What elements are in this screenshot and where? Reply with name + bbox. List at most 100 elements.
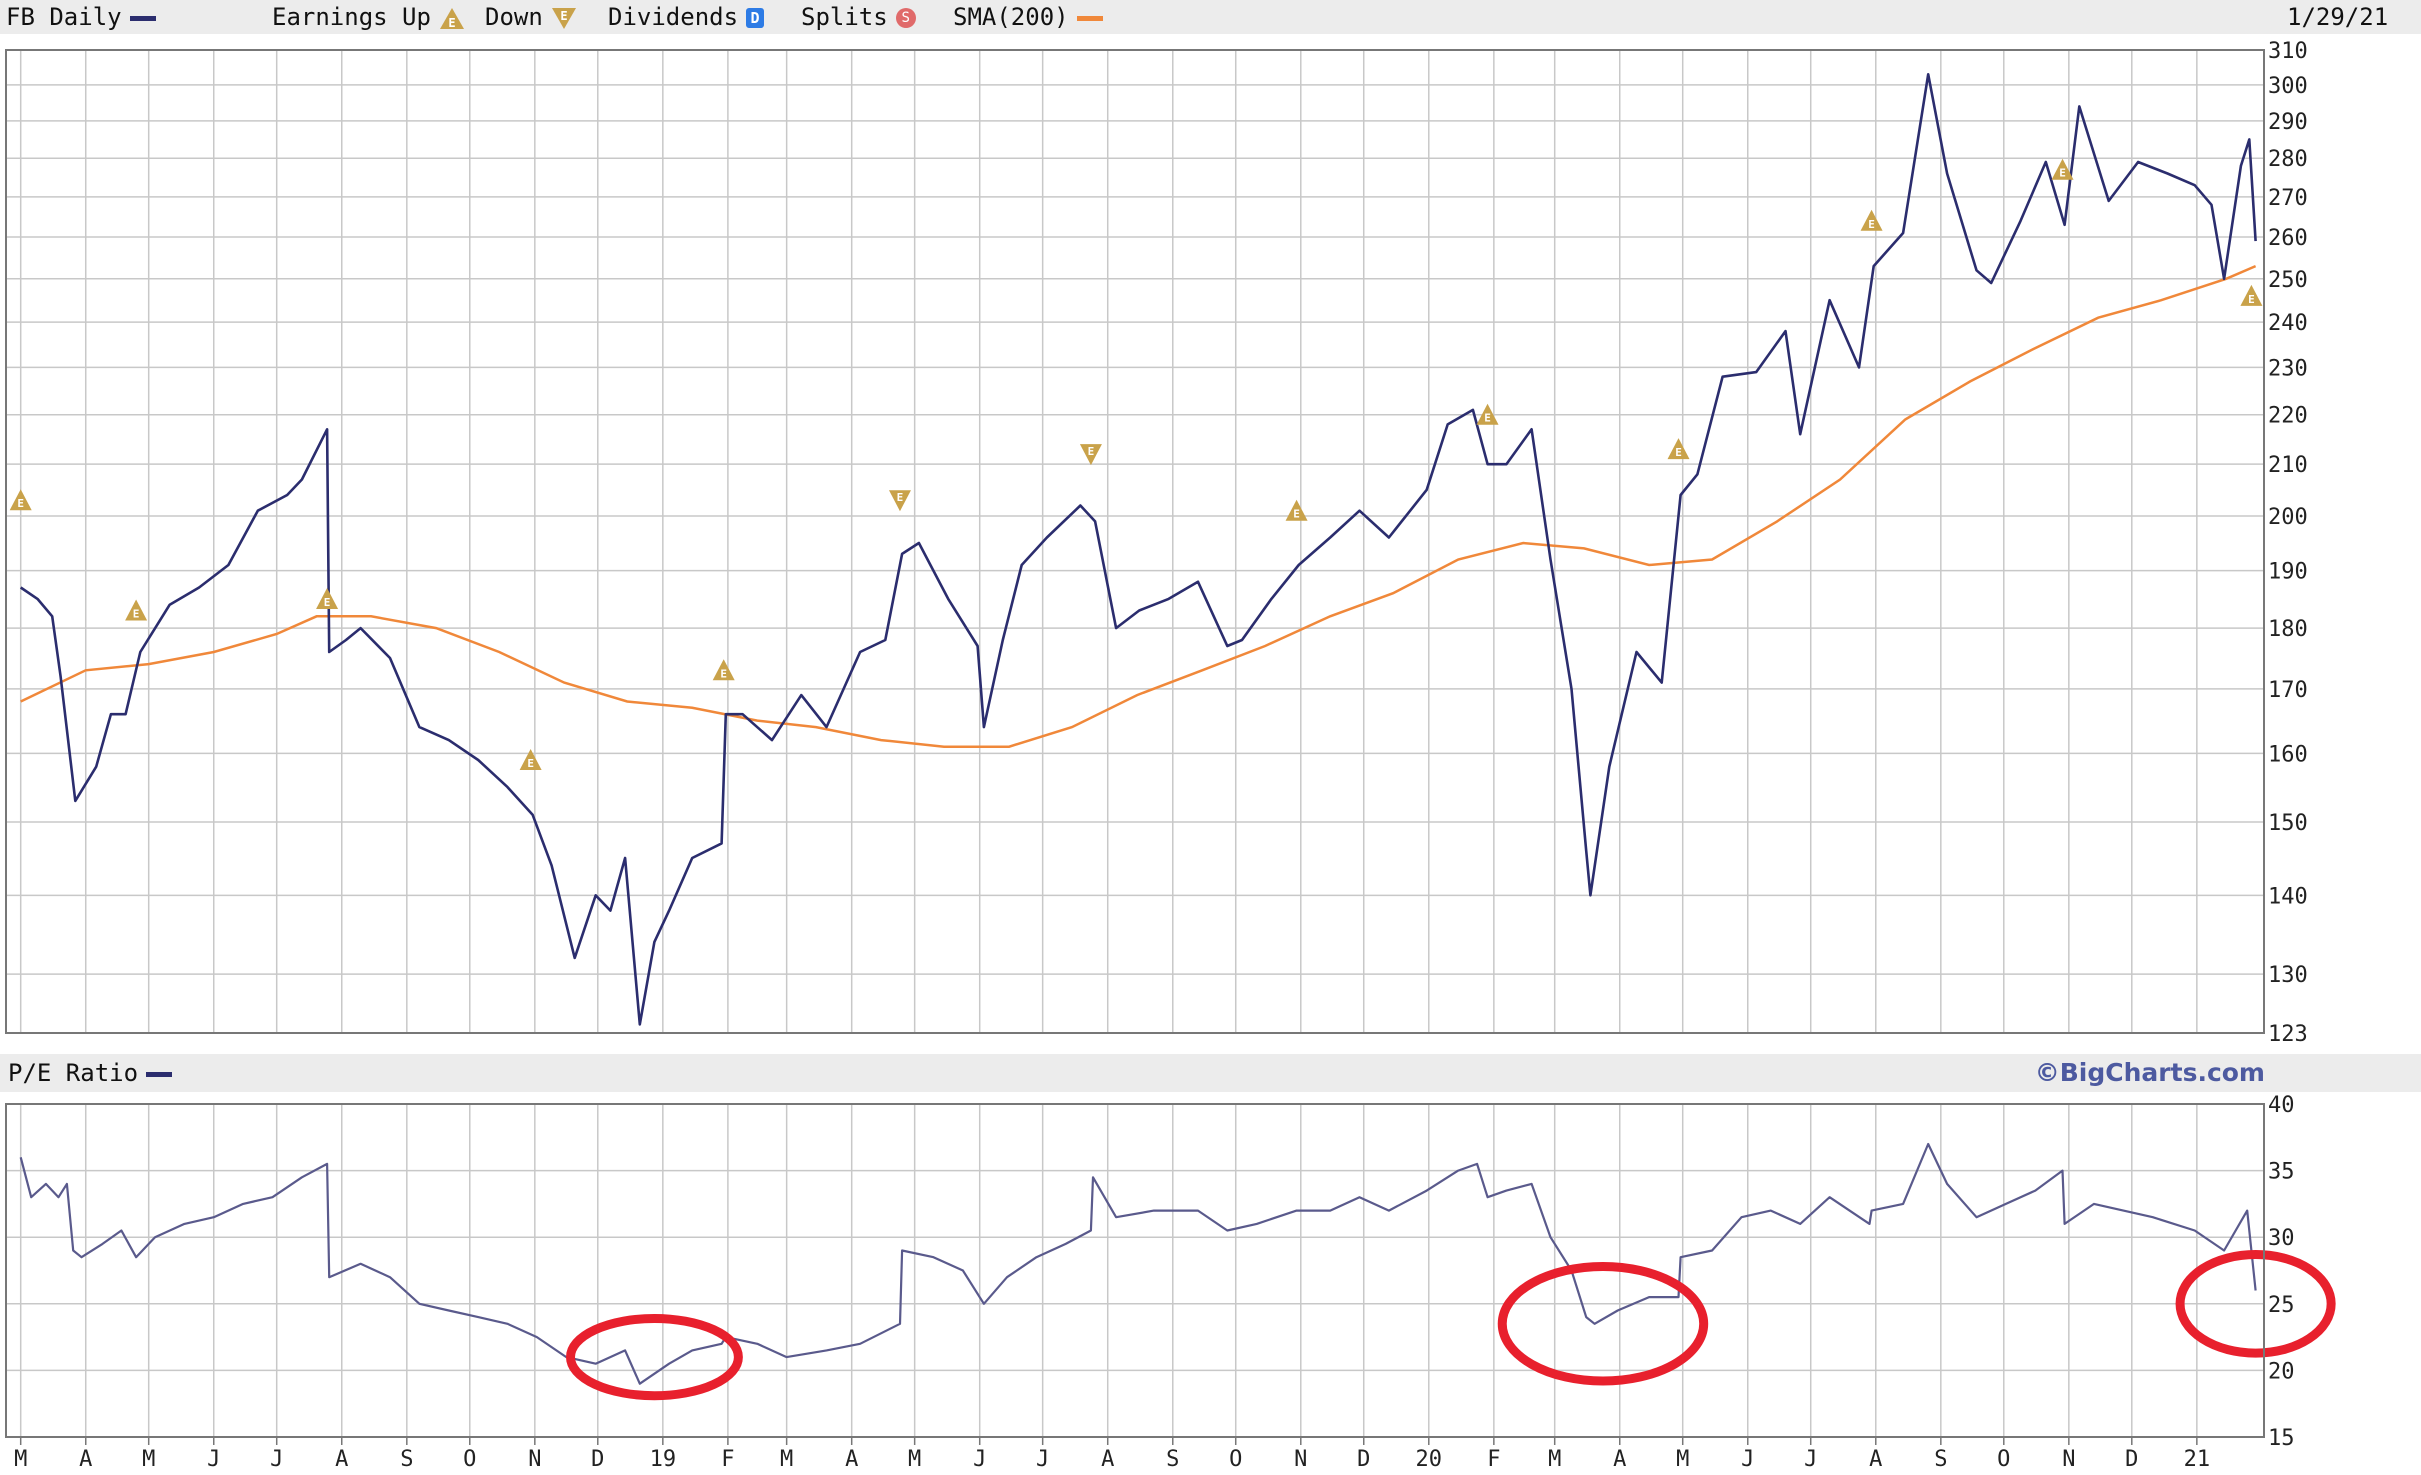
x-tick-label: M <box>1548 1447 1561 1472</box>
pe-annotations <box>566 1250 2336 1401</box>
price-tick-label: 290 <box>2268 110 2308 135</box>
x-tick-label: J <box>973 1447 986 1472</box>
svg-text:E: E <box>1484 412 1491 425</box>
earnings-down-icon: E <box>1079 444 1102 466</box>
price-tick-label: 260 <box>2268 226 2308 251</box>
x-tick-label: J <box>1741 1447 1754 1472</box>
red-circle-annotation <box>566 1313 743 1401</box>
legend-earnings-down: Down E <box>485 0 577 34</box>
price-tick-label: 280 <box>2268 147 2308 172</box>
x-tick-label: S <box>400 1447 413 1472</box>
x-tick-label: M <box>14 1447 27 1472</box>
x-tick-label: M <box>1676 1447 1689 1472</box>
x-tick-label: J <box>1036 1447 1049 1472</box>
x-tick-label: O <box>1229 1447 1242 1472</box>
x-tick-label: O <box>463 1447 476 1472</box>
earnings-up-icon: E <box>1860 209 1883 231</box>
x-tick-label: A <box>1869 1447 1882 1472</box>
pe-tick-label: 35 <box>2268 1160 2295 1185</box>
svg-text:E: E <box>1868 218 1875 231</box>
svg-text:E: E <box>133 608 140 621</box>
x-tick-label: 21 <box>2184 1447 2211 1472</box>
sma-200-line <box>20 264 2257 748</box>
price-tick-label: 270 <box>2268 186 2308 211</box>
price-tick-label: 160 <box>2268 742 2308 767</box>
x-tick-label: F <box>721 1447 734 1472</box>
x-tick-label: J <box>1804 1447 1817 1472</box>
dividends-icon: D <box>746 8 765 28</box>
price-line-swatch <box>129 15 156 21</box>
splits-icon: S <box>895 8 916 28</box>
chart-date: 1/29/21 <box>2287 3 2389 31</box>
price-plot-frame <box>5 49 2265 1034</box>
credit-label: ©BigCharts.com <box>2034 1058 2265 1087</box>
legend-dividends: Dividends D <box>608 0 765 34</box>
earnings-up-icon: E <box>125 599 148 621</box>
x-tick-label: J <box>207 1447 220 1472</box>
x-tick-label: 20 <box>1416 1447 1443 1472</box>
price-y-axis: 310 300 290 280 270 260 250 240 230 220 210 200 190 1… <box>2268 39 2308 1047</box>
svg-text:E: E <box>1675 446 1682 459</box>
price-tick-label: 240 <box>2268 311 2308 336</box>
price-tick-label: 300 <box>2268 74 2308 99</box>
price-tick-label: 180 <box>2268 617 2308 642</box>
earnings-up-icon: E <box>439 8 464 30</box>
pe-tick-label: 30 <box>2268 1226 2295 1251</box>
legend-bar: FB Daily Earnings Up E Down E Dividends D S… <box>0 0 2421 34</box>
pe-tick-label: 20 <box>2268 1359 2295 1384</box>
earnings-up-icon: E <box>519 749 542 771</box>
earnings-up-icon: E <box>2240 284 2263 306</box>
x-tick-label: A <box>335 1447 348 1472</box>
pe-series-line <box>19 1142 2257 1385</box>
x-tick-label: O <box>1997 1447 2010 1472</box>
price-tick-label: 210 <box>2268 453 2308 478</box>
x-tick-label: A <box>79 1447 92 1472</box>
pe-header-band <box>0 1054 2421 1092</box>
legend-sma: SMA(200) <box>953 0 1103 34</box>
svg-text:E: E <box>720 667 727 680</box>
svg-text:E: E <box>2059 167 2066 180</box>
price-tick-label: 200 <box>2268 505 2308 530</box>
x-tick-label: N <box>528 1447 541 1472</box>
price-grid <box>6 49 2264 1034</box>
svg-text:E: E <box>897 491 904 504</box>
price-tick-label: 123 <box>2268 1022 2308 1047</box>
svg-text:E: E <box>448 16 455 30</box>
price-tick-label: 170 <box>2268 678 2308 703</box>
price-tick-label: 220 <box>2268 404 2308 429</box>
earnings-up-icon: E <box>2051 158 2074 180</box>
price-series-line <box>19 73 2257 1026</box>
x-tick-label: D <box>1357 1447 1370 1472</box>
x-tick-label: D <box>2125 1447 2138 1472</box>
pe-tick-label: 15 <box>2268 1426 2295 1451</box>
x-tick-label: D <box>591 1447 604 1472</box>
price-tick-label: 130 <box>2268 963 2308 988</box>
red-circle-annotation <box>2175 1250 2336 1358</box>
pe-line-swatch <box>146 1071 173 1077</box>
earnings-up-icon: E <box>1667 438 1690 460</box>
sma-line-swatch <box>1076 15 1103 21</box>
legend-earnings-up: Earnings Up E <box>272 0 465 34</box>
earnings-up-icon: E <box>316 587 339 609</box>
red-circle-annotation <box>1497 1262 1709 1386</box>
x-tick-label: F <box>1487 1447 1500 1472</box>
x-axis: M A M J J A S O N D 19 F M A M J J A S O N D 20 F M A M J J A S O N D 21 <box>14 1437 2210 1472</box>
svg-text:E: E <box>527 757 534 770</box>
x-tick-label: M <box>780 1447 793 1472</box>
price-tick-label: 140 <box>2268 884 2308 909</box>
x-tick-label: S <box>1934 1447 1947 1472</box>
x-tick-label: M <box>908 1447 921 1472</box>
svg-text:E: E <box>1088 445 1095 458</box>
x-tick-label: 19 <box>650 1447 677 1472</box>
x-tick-label: A <box>1101 1447 1114 1472</box>
x-tick-label: M <box>142 1447 155 1472</box>
price-tick-label: 230 <box>2268 356 2308 381</box>
pe-tick-label: 40 <box>2268 1093 2295 1118</box>
earnings-up-icon: E <box>9 489 32 511</box>
earnings-up-icon: E <box>1285 499 1308 521</box>
earnings-down-icon: E <box>888 490 911 512</box>
earnings-markers: E E E E E E E E E E E E E <box>9 158 2263 771</box>
pe-plot-frame <box>5 1103 2265 1438</box>
x-tick-label: S <box>1166 1447 1179 1472</box>
